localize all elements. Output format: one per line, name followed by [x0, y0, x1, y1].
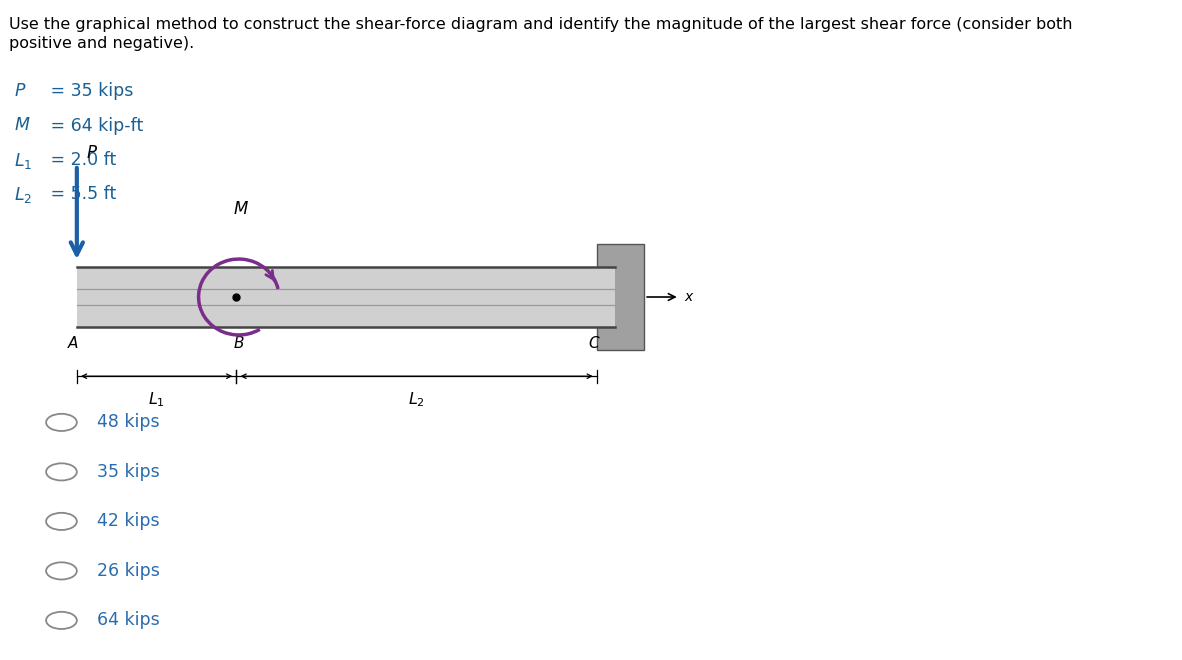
Text: 64 kips: 64 kips — [97, 611, 160, 630]
Text: $B$: $B$ — [233, 335, 245, 350]
Text: = 35 kips: = 35 kips — [45, 82, 134, 100]
Text: $P$: $P$ — [86, 145, 98, 162]
Text: Use the graphical method to construct the shear-force diagram and identify the m: Use the graphical method to construct th… — [9, 16, 1073, 32]
Text: = 5.5 ft: = 5.5 ft — [45, 185, 116, 203]
Text: $L_2$: $L_2$ — [14, 185, 32, 205]
Text: $x$: $x$ — [684, 290, 695, 304]
Text: $P$: $P$ — [14, 82, 27, 100]
Text: $L_1$: $L_1$ — [14, 151, 32, 171]
Text: $A$: $A$ — [67, 335, 79, 350]
Bar — [597, 244, 644, 350]
Text: 48 kips: 48 kips — [97, 413, 160, 432]
Text: $M$: $M$ — [14, 117, 31, 134]
Text: $L_2$: $L_2$ — [408, 391, 426, 409]
Text: = 2.0 ft: = 2.0 ft — [45, 151, 116, 169]
Text: 35 kips: 35 kips — [97, 463, 160, 481]
Bar — [77, 267, 615, 327]
Text: = 64 kip-ft: = 64 kip-ft — [45, 117, 143, 135]
Text: $M$: $M$ — [233, 201, 249, 218]
Text: 42 kips: 42 kips — [97, 512, 160, 531]
Text: $C$: $C$ — [589, 335, 600, 350]
Text: $L_1$: $L_1$ — [148, 391, 165, 409]
Text: positive and negative).: positive and negative). — [9, 36, 195, 51]
Text: 26 kips: 26 kips — [97, 562, 160, 580]
